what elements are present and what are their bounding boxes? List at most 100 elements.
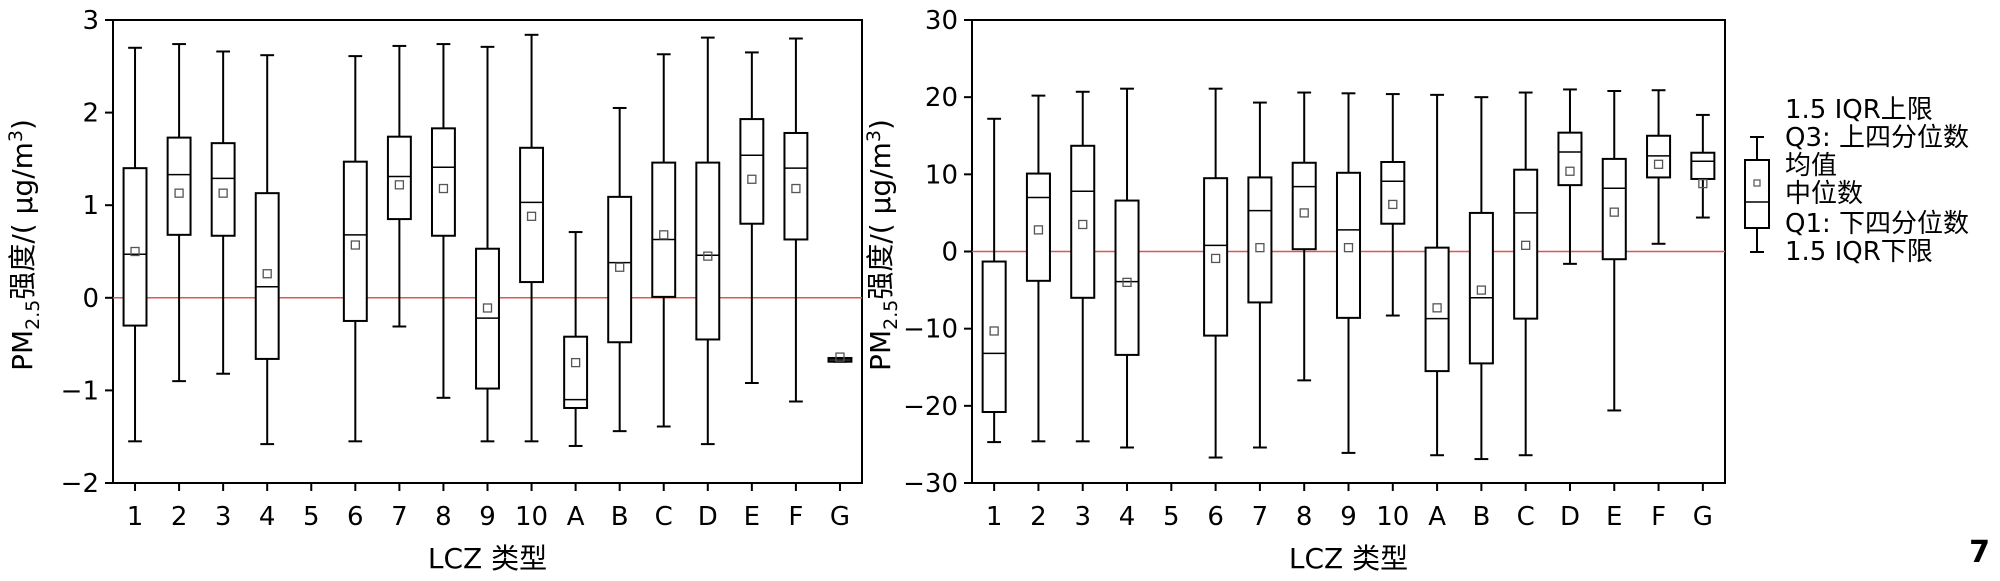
y-tick-label: −10 xyxy=(903,315,958,345)
box-lcz-B xyxy=(607,106,633,433)
box-lcz-9 xyxy=(1335,92,1362,454)
mean-marker xyxy=(1033,225,1044,235)
mean-marker xyxy=(835,352,845,362)
x-tick-label: 7 xyxy=(1252,502,1269,532)
box-lcz-8 xyxy=(1291,91,1317,382)
x-tick-label: G xyxy=(830,502,850,532)
mean-marker xyxy=(1653,159,1664,169)
box-lcz-4 xyxy=(254,54,280,446)
x-tick-label: 3 xyxy=(1074,502,1091,532)
iqr-box xyxy=(519,146,545,284)
mean-marker xyxy=(1698,178,1708,189)
x-tick-label: D xyxy=(1560,502,1580,532)
mean-marker xyxy=(174,188,184,198)
box-lcz-B xyxy=(1468,96,1494,461)
iqr-box xyxy=(651,161,677,298)
iqr-box xyxy=(981,260,1007,414)
legend-q3-label: Q3: 上四分位数 xyxy=(1785,123,1969,153)
iqr-box xyxy=(1424,246,1450,373)
x-tick-label: 7 xyxy=(391,502,408,532)
x-tick-label: G xyxy=(1693,502,1713,532)
y-tick-label: 3 xyxy=(82,6,99,36)
x-tick-label: B xyxy=(611,502,629,532)
legend-lower-whisker-label: 1.5 IQR下限 xyxy=(1785,237,1933,267)
legend-mean-marker xyxy=(1753,179,1761,187)
y-tick-label: 10 xyxy=(925,160,958,190)
iqr-box xyxy=(739,118,765,225)
mean-marker xyxy=(262,269,272,279)
y-tick-label: −20 xyxy=(903,392,958,422)
legend-q1-label: Q1: 下四分位数 xyxy=(1785,209,1969,239)
iqr-box xyxy=(1646,134,1672,179)
x-tick-label: 2 xyxy=(1030,502,1047,532)
iqr-box xyxy=(563,335,589,409)
iqr-box xyxy=(430,127,456,237)
box-lcz-C xyxy=(651,53,677,428)
box-lcz-2 xyxy=(1025,94,1051,443)
iqr-box xyxy=(1557,131,1583,187)
box-lcz-6 xyxy=(1203,87,1229,459)
mean-marker xyxy=(989,326,999,336)
box-lcz-G xyxy=(827,352,853,363)
mean-marker xyxy=(1565,166,1575,176)
y-tick-label: 0 xyxy=(941,238,958,268)
legend-median-label: 中位数 xyxy=(1785,179,1863,209)
box-lcz-1 xyxy=(122,46,148,443)
mean-marker xyxy=(1210,253,1221,264)
mean-marker xyxy=(703,251,713,261)
y-tick-label: 2 xyxy=(82,99,99,129)
iqr-box xyxy=(1690,151,1716,180)
iqr-box xyxy=(783,131,809,241)
iqr-box xyxy=(1025,172,1051,282)
box-lcz-D xyxy=(695,36,721,446)
legend: 1.5 IQR上限 Q3: 上四分位数 均值 中位数 Q1: 下四分位数 1.5… xyxy=(1744,95,1969,267)
iqr-box xyxy=(1291,161,1317,251)
iqr-box xyxy=(254,192,280,360)
x-tick-label: 6 xyxy=(347,502,364,532)
mean-marker xyxy=(1609,207,1619,217)
box-lcz-7 xyxy=(386,44,412,328)
x-tick-label: 4 xyxy=(259,502,276,532)
y-tick-label: 30 xyxy=(925,6,958,36)
box-lcz-4 xyxy=(1114,87,1140,449)
y-axis-label: PM2.5强度/( μg/m3) xyxy=(5,119,44,371)
x-tick-label: E xyxy=(1606,502,1622,532)
iqr-box xyxy=(386,135,412,221)
mean-marker xyxy=(1255,242,1265,253)
x-tick-label: 5 xyxy=(1163,502,1180,532)
mean-marker xyxy=(615,262,625,272)
mean-marker xyxy=(350,240,360,250)
x-tick-label: E xyxy=(744,502,760,532)
mean-marker xyxy=(747,174,757,184)
mean-marker xyxy=(659,230,669,240)
box-lcz-7 xyxy=(1247,101,1273,449)
box-lcz-2 xyxy=(166,43,192,383)
x-tick-label: 5 xyxy=(303,502,320,532)
box-lcz-8 xyxy=(430,43,456,399)
y-tick-label: 20 xyxy=(925,83,958,113)
box-lcz-3 xyxy=(1070,90,1096,443)
legend-mean-label: 均值 xyxy=(1785,151,1837,181)
x-axis-label: LCZ 类型 xyxy=(1289,542,1408,575)
mean-marker xyxy=(218,188,228,198)
x-tick-label: A xyxy=(567,502,585,532)
mean-marker xyxy=(791,183,801,194)
iqr-box xyxy=(607,195,633,344)
mean-marker xyxy=(1299,208,1309,218)
box-lcz-F xyxy=(1646,89,1672,245)
box-lcz-F xyxy=(783,37,809,403)
mean-marker xyxy=(1122,277,1132,288)
y-tick-label: −1 xyxy=(61,376,99,406)
mean-marker xyxy=(1476,285,1487,295)
x-tick-label: 9 xyxy=(479,502,496,532)
iqr-box xyxy=(1247,176,1273,304)
right-boxplot-panel: −30 −20 −10 0 10 20 30 1 2 3 4 5 6 7 8 9 10 A B C D E F G LCZ 类型… xyxy=(863,6,1726,575)
legend-box xyxy=(1744,159,1770,229)
box-lcz-D xyxy=(1557,88,1583,265)
box-lcz-1 xyxy=(981,117,1007,444)
x-tick-label: 1 xyxy=(127,502,144,532)
x-tick-label: 6 xyxy=(1207,502,1224,532)
